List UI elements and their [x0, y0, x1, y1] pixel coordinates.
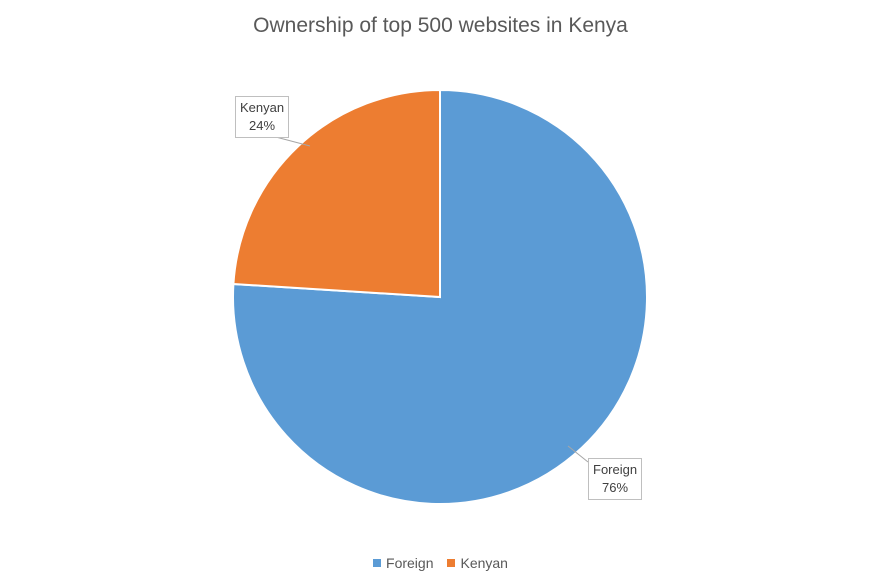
data-label-foreign-category: Foreign: [593, 462, 638, 477]
chart-title: Ownership of top 500 websites in Kenya: [253, 14, 628, 37]
pie-slice-kenyan: [232, 88, 441, 299]
legend-swatch-foreign: [373, 559, 382, 567]
legend-swatch-kenyan: [447, 559, 456, 567]
data-label-kenyan-category: Kenyan: [240, 100, 285, 115]
data-label-foreign-value: 76%: [602, 480, 629, 495]
pie-slice-foreign: [232, 88, 648, 505]
legend-label-foreign: Foreign: [386, 555, 434, 571]
legend: Foreign Kenyan: [0, 555, 881, 571]
legend-label-kenyan: Kenyan: [460, 555, 508, 571]
data-label-kenyan: Kenyan 24%: [235, 96, 290, 138]
data-label-foreign: Foreign 76%: [588, 458, 643, 500]
legend-item-kenyan: Kenyan: [447, 555, 508, 571]
legend-item-foreign: Foreign: [373, 555, 433, 571]
leader-line-foreign: [567, 445, 589, 463]
data-label-kenyan-value: 24%: [249, 118, 276, 133]
